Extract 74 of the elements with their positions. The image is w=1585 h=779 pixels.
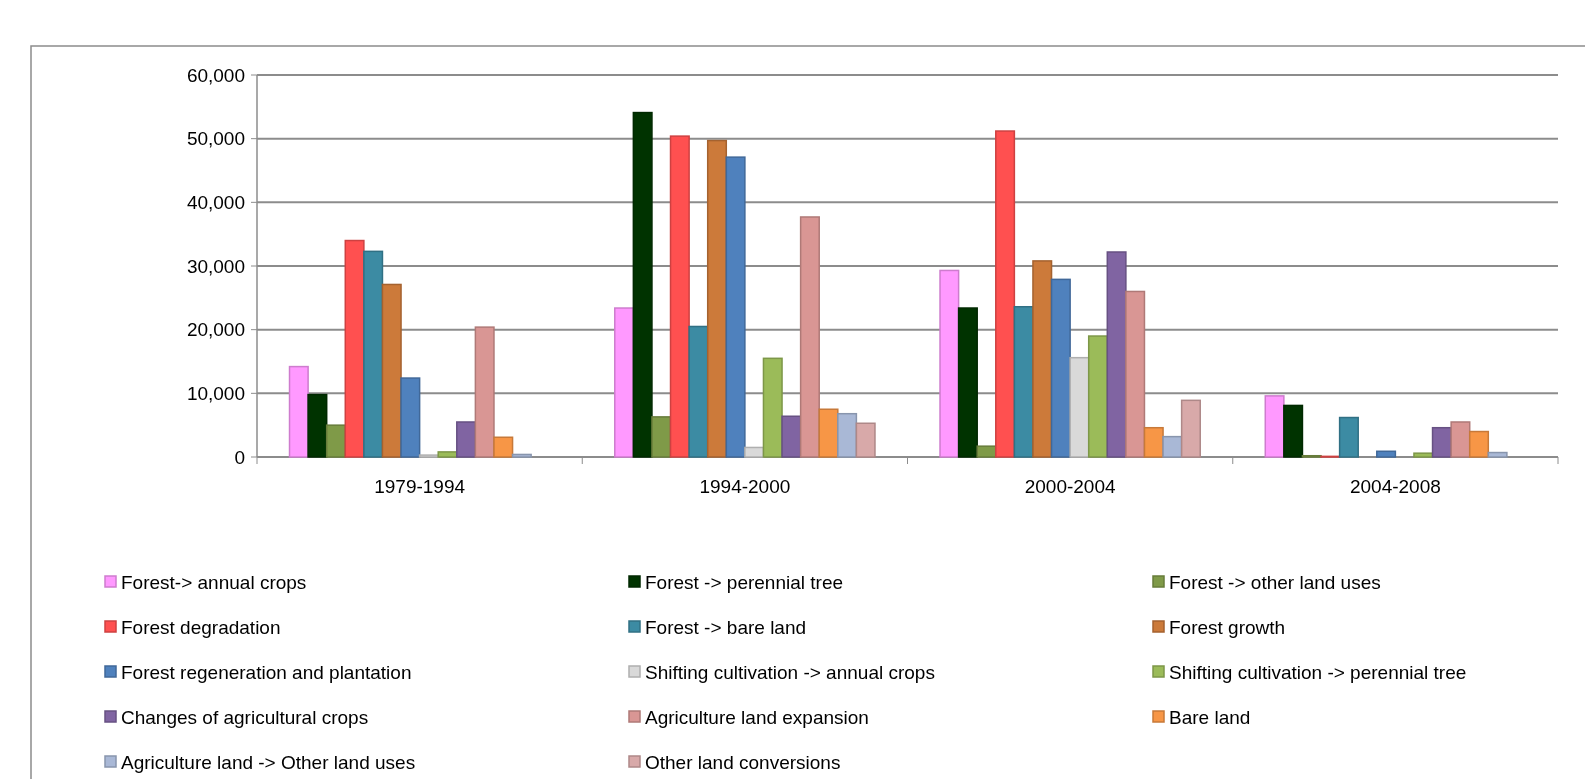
legend-label: Forest -> perennial tree [645,571,844,593]
bar [632,111,653,458]
bar [995,130,1016,458]
legend-label: Changes of agricultural crops [121,706,369,728]
x-tick-label: 1979-1994 [374,476,466,497]
bar [1487,451,1508,458]
bar [307,393,328,458]
bar [651,416,672,458]
bar [381,283,402,458]
legend-label: Forest regeneration and plantation [121,661,412,683]
bar [1180,399,1201,458]
x-tick-label: 1994-2000 [699,476,791,497]
bar [1264,395,1285,458]
bar [325,424,347,458]
bar [1468,430,1490,458]
y-tick-label: 40,000 [186,191,245,213]
legend-label: Shifting cultivation -> perennial tree [1169,661,1467,683]
y-tick-label: 30,000 [186,255,245,277]
bar [1087,335,1109,458]
bar [288,365,309,458]
legend-label: Bare land [1169,706,1251,728]
x-tick-label: 2004-2008 [1349,476,1441,497]
bar [762,357,783,458]
bar [706,139,728,458]
legend-label: Forest -> other land uses [1169,571,1381,593]
bar [725,156,746,458]
legend-label: Forest-> annual crops [121,571,307,593]
bar [1143,426,1164,458]
bar [400,377,421,458]
y-tick-label: 20,000 [186,319,245,341]
bar [1283,404,1304,458]
bar [344,239,365,458]
bar [614,307,635,458]
bar [939,269,960,458]
bar [493,436,514,458]
bar [1376,450,1397,458]
bar [363,250,384,458]
bar [1431,426,1452,458]
bar [1013,306,1034,458]
bar [744,446,765,458]
bar [957,307,978,458]
bar [474,326,495,458]
bar [456,421,477,458]
bar [1338,416,1359,458]
bar [1162,435,1183,458]
bar [1125,290,1146,458]
legend-label: Forest growth [1169,616,1286,638]
bar [669,135,690,458]
bar [837,412,858,458]
bar [855,422,876,458]
y-tick-label: 50,000 [186,128,245,150]
legend-label: Forest -> bare land [645,616,807,638]
bar [1069,356,1090,458]
bar [1450,421,1471,458]
bar [1106,251,1127,458]
y-tick-label: 60,000 [186,64,245,86]
bar [799,216,820,458]
bar [1413,452,1434,458]
bar [1050,278,1071,458]
bar [437,451,458,458]
bar [781,415,802,458]
x-tick-label: 2000-2004 [1024,476,1116,497]
legend-label: Agriculture land expansion [645,706,869,728]
y-tick-label: 10,000 [186,382,245,404]
bar [1032,260,1053,458]
bar [511,453,532,458]
bar [976,445,997,458]
legend-label: Agriculture land -> Other land uses [121,751,416,773]
bar [818,408,839,458]
legend-label: Forest degradation [121,616,281,638]
legend-label: Other land conversions [645,751,841,773]
bar [688,325,709,458]
y-tick-label: 0 [234,446,245,468]
legend-label: Shifting cultivation -> annual crops [645,661,935,683]
